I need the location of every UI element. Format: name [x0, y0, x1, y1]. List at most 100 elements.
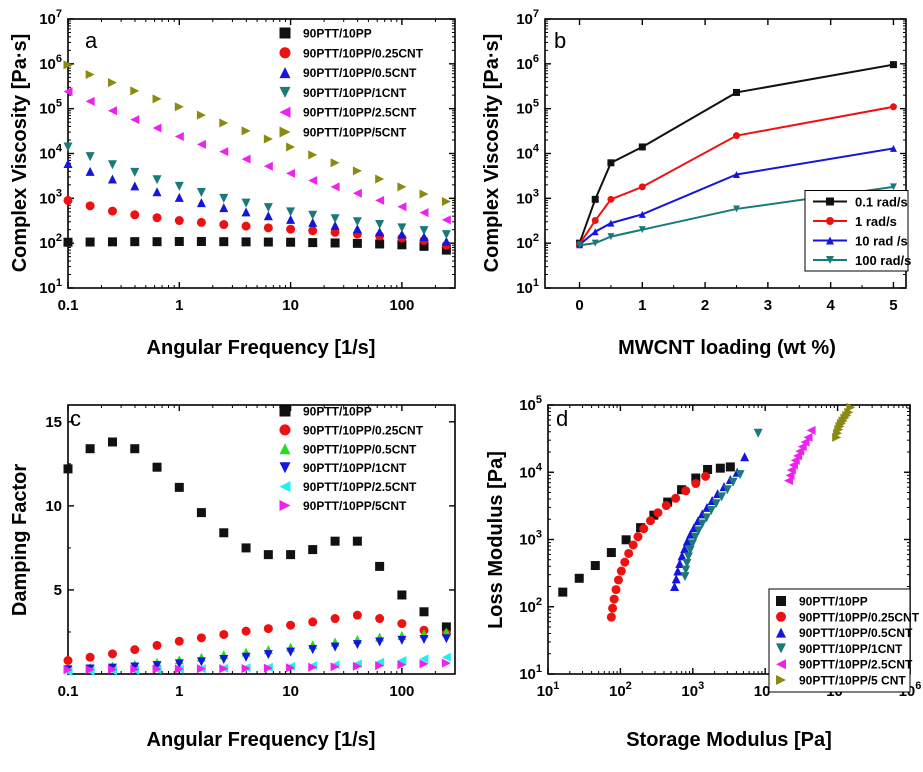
data-point — [107, 437, 117, 447]
data-point — [286, 647, 296, 657]
data-point — [671, 574, 681, 584]
data-point — [219, 147, 229, 157]
legend: 0.1 rad/s 1 rad/s 10 rad /s 100 rad/s — [804, 190, 911, 272]
data-point — [375, 561, 385, 571]
data-point — [653, 508, 663, 518]
data-point — [63, 158, 73, 168]
data-point — [174, 236, 184, 246]
y-tick-label: 103 — [39, 187, 62, 207]
data-point — [174, 181, 184, 191]
x-axis-title: Storage Modulus [Pa] — [626, 729, 832, 751]
legend-marker — [279, 67, 291, 79]
data-point — [152, 187, 162, 197]
legend-marker — [826, 236, 834, 245]
data-point — [711, 499, 721, 509]
data-point — [241, 663, 251, 673]
data-point — [241, 626, 251, 636]
series-4 — [784, 425, 816, 486]
data-point — [263, 223, 273, 233]
data-point — [152, 213, 162, 223]
data-point — [196, 187, 206, 197]
data-point — [107, 649, 117, 659]
legend-marker — [279, 47, 291, 59]
data-point — [152, 640, 162, 650]
data-point — [130, 181, 140, 191]
data-point — [715, 463, 725, 473]
series-line — [578, 63, 894, 244]
x-axis: 0.1 1 10 100 — [58, 19, 436, 314]
data-point — [419, 635, 429, 645]
legend-marker — [279, 462, 291, 474]
legend-label: 100 rad/s — [855, 253, 911, 268]
data-point — [419, 241, 429, 251]
y-tick-label: 15 — [45, 414, 62, 431]
series-0 — [63, 236, 451, 255]
data-point — [286, 168, 296, 178]
x-tick-label: 101 — [537, 680, 560, 700]
x-tick-label: 0.1 — [58, 683, 79, 700]
data-point — [152, 661, 162, 671]
legend-marker — [776, 675, 786, 685]
data-point — [611, 585, 621, 595]
x-tick-label: 4 — [826, 297, 835, 314]
data-point — [241, 207, 251, 217]
y-tick-label: 105 — [516, 98, 539, 118]
legend-item: 90PTT/10PP — [279, 405, 372, 419]
data-point — [683, 552, 693, 562]
data-point — [649, 510, 659, 520]
data-point — [219, 237, 229, 247]
data-point — [330, 662, 340, 672]
series-3 — [63, 142, 451, 240]
data-point — [576, 241, 584, 249]
x-tick-label: 102 — [609, 680, 632, 700]
legend-item: 90PTT/10PP/0.5CNT — [279, 66, 417, 80]
data-point — [558, 587, 568, 597]
data-point — [639, 524, 649, 534]
data-point — [263, 134, 273, 144]
data-point — [308, 217, 318, 227]
data-point — [85, 152, 95, 162]
data-point — [419, 189, 429, 199]
data-point — [628, 540, 638, 550]
data-point — [703, 464, 713, 474]
data-point — [152, 237, 162, 247]
x-tick-label: 2 — [701, 297, 709, 314]
legend-item: 90PTT/10PP/1CNT — [279, 86, 407, 100]
series-line — [578, 105, 894, 245]
data-point — [806, 425, 816, 435]
data-point — [681, 486, 691, 496]
y-tick-label: 101 — [516, 277, 539, 297]
data-point — [241, 221, 251, 231]
y-axis-title: Damping Factor — [9, 464, 31, 616]
plot-area — [576, 61, 897, 249]
data-point — [330, 238, 340, 248]
panel-label: d — [556, 406, 568, 431]
data-point — [263, 203, 273, 213]
data-point — [375, 227, 385, 237]
data-point — [263, 624, 273, 634]
data-point — [419, 232, 429, 242]
data-point — [174, 192, 184, 202]
data-point — [196, 633, 206, 643]
y-tick-label: 105 — [39, 98, 62, 118]
x-axis: 0 1 2 3 4 5 — [575, 19, 898, 314]
data-point — [286, 207, 296, 217]
data-point — [441, 230, 451, 240]
y-tick-label: 106 — [39, 53, 62, 73]
data-point — [85, 201, 95, 211]
panel-b: 0 1 2 3 4 5 101 102 103 104 105 106 107 MWCNT loading… — [481, 8, 911, 359]
data-point — [330, 642, 340, 652]
data-point — [607, 159, 615, 167]
data-point — [728, 477, 738, 487]
series-5 — [832, 402, 856, 442]
x-tick-label: 100 — [389, 683, 414, 700]
x-tick-label: 100 — [389, 297, 414, 314]
data-point — [107, 78, 117, 88]
data-point — [441, 634, 451, 644]
legend-item: 90PTT/10PP/5CNT — [279, 126, 407, 140]
data-point — [174, 216, 184, 226]
data-point — [591, 217, 599, 225]
y-axis-title: Complex Viscosity [Pa·s] — [481, 34, 503, 273]
data-point — [397, 182, 407, 192]
